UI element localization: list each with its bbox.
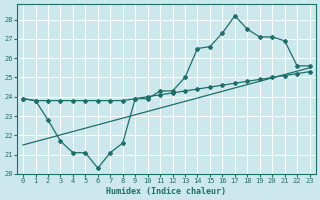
X-axis label: Humidex (Indice chaleur): Humidex (Indice chaleur) bbox=[106, 187, 226, 196]
